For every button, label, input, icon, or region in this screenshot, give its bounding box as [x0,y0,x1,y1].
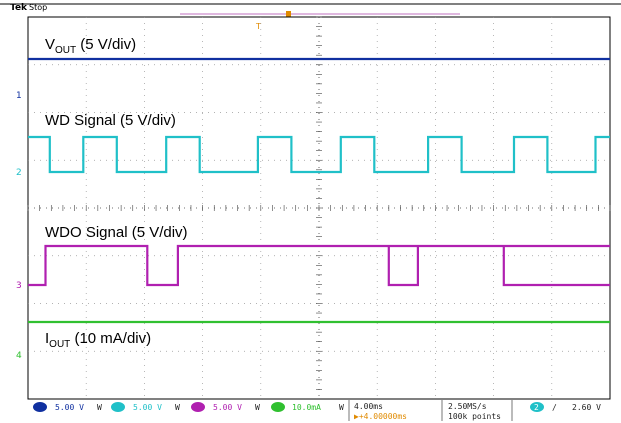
trigger-slope-icon[interactable]: ∕ [552,403,557,412]
wd-signal-trace [28,135,610,174]
brand-label: Tek [10,3,28,13]
ch1-coupling: W [97,403,102,412]
ch3-coupling: W [255,403,260,412]
trigger-position-marker[interactable] [286,11,291,17]
ch1-scale[interactable]: 5.00 V [55,403,84,412]
ch2-status-icon[interactable] [111,402,125,412]
ch2-scale[interactable]: 5.00 V [133,403,162,412]
ch3-status-icon[interactable] [191,402,205,412]
trace-labels: VOUT (5 V/div) WD Signal (5 V/div) WDO Sig… [45,36,188,350]
ch4-scale[interactable]: 10.0mA [292,403,321,412]
wdo-signal-trace [502,246,610,287]
timebase[interactable]: 4.00ms [354,402,383,411]
channel-1-marker[interactable]: 1 [16,91,22,101]
trace-label: VOUT (5 V/div) [45,36,136,56]
trigger-t-icon: T [255,22,261,31]
ch2-coupling: W [175,403,180,412]
ch4-status-icon[interactable] [271,402,285,412]
trigger-source: 2 [534,403,539,412]
trace-label: WD Signal (5 V/div) [45,112,176,129]
wdo-signal-trace [387,246,419,287]
ch1-status-icon[interactable] [33,402,47,412]
ch3-scale[interactable]: 5.00 V [213,403,242,412]
trigger-level[interactable]: 2.60 V [572,403,601,412]
graticule-grid [27,16,611,400]
sample-rate: 2.50MS/s [448,402,487,411]
status-label: Stop [29,3,47,12]
wdo-signal-trace [28,244,610,287]
status-bar: 5.00 V W 5.00 V W 5.00 V W 10.0mA W 4.00… [28,398,610,421]
channel-3-marker[interactable]: 3 [16,281,22,291]
record-length: 100k points [448,412,501,421]
trigger-source-icon[interactable] [530,402,544,412]
horizontal-delay[interactable]: ▶+4.00000ms [354,412,407,421]
channel-4-marker[interactable]: 4 [16,351,22,361]
channel-2-marker[interactable]: 2 [16,168,22,178]
ch4-coupling: W [339,403,344,412]
waveform-traces [28,57,610,324]
trace-label: IOUT (10 mA/div) [45,330,151,350]
trace-label: WDO Signal (5 V/div) [45,224,188,241]
